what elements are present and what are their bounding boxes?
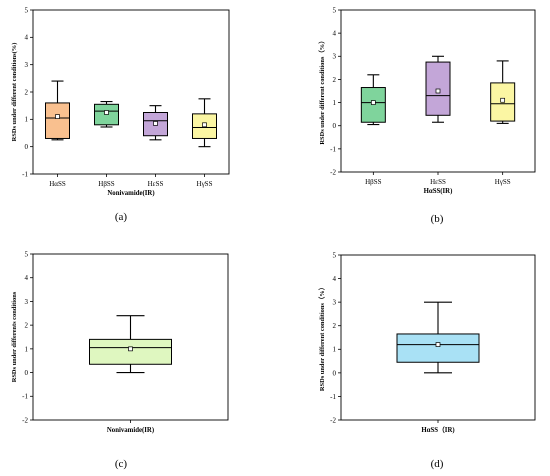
- x-tick-label: HγSS: [495, 178, 511, 186]
- x-tick-label: HεSS: [148, 180, 164, 188]
- x-axis-title: Nonivamide(IR): [107, 190, 154, 197]
- mean-marker: [55, 114, 60, 119]
- y-tick-label: 5: [333, 6, 337, 14]
- y-axis-title: RSDs under different conditions（%）: [318, 284, 326, 391]
- x-tick-label: HεSS: [430, 178, 446, 186]
- mean-marker: [370, 100, 376, 105]
- y-tick-label: 3: [333, 53, 337, 61]
- x-axis-title: Nonivamide(IR): [107, 427, 154, 434]
- y-tick-label: 0: [25, 143, 29, 151]
- y-tick-label: -2: [330, 416, 336, 424]
- y-tick-label: 2: [333, 322, 337, 330]
- y-tick-label: 1: [25, 116, 29, 124]
- mean-marker: [435, 88, 441, 94]
- y-tick-label: 1: [333, 99, 337, 107]
- y-tick-label: 2: [25, 322, 29, 330]
- y-tick-label: 1: [25, 345, 29, 353]
- y-tick-label: 1: [333, 346, 337, 354]
- mean-marker: [500, 97, 506, 103]
- y-tick-label: 4: [333, 30, 337, 38]
- x-tick-label: HβSS: [98, 180, 115, 188]
- y-tick-label: -1: [22, 170, 28, 178]
- y-tick-label: -2: [330, 168, 336, 176]
- y-tick-label: -1: [330, 393, 336, 401]
- y-axis-title: RSDs under differents conditions: [11, 291, 18, 382]
- x-tick-label: HβSS: [365, 178, 382, 186]
- y-tick-label: 0: [333, 369, 337, 377]
- box: [89, 338, 172, 365]
- x-tick-label: HαSS: [49, 180, 66, 188]
- x-tick-label: HγSS: [197, 180, 213, 188]
- panel-label: (a): [115, 211, 128, 223]
- y-tick-label: 0: [25, 369, 29, 377]
- mean-marker: [128, 346, 133, 352]
- y-axis-title: RSDs under different conditions（%）: [318, 37, 326, 144]
- y-tick-label: 5: [333, 251, 337, 259]
- y-tick-label: 5: [25, 6, 29, 14]
- y-tick-label: 4: [25, 34, 29, 42]
- box: [45, 102, 70, 139]
- y-axis-title: RSDs under different conditions(%): [11, 43, 18, 142]
- mean-marker: [153, 121, 158, 126]
- box: [396, 333, 480, 363]
- panel-label: (b): [431, 213, 444, 225]
- y-tick-label: 2: [25, 88, 29, 96]
- y-tick-label: 4: [333, 275, 337, 283]
- mean-marker: [104, 110, 109, 115]
- plot-frame: [32, 9, 230, 175]
- mean-marker: [435, 342, 441, 347]
- y-tick-label: 2: [333, 76, 337, 84]
- y-tick-label: -2: [22, 416, 28, 424]
- y-tick-label: -1: [22, 393, 28, 401]
- x-axis-title: HαSS（IR): [421, 426, 454, 434]
- y-tick-label: 4: [25, 274, 29, 282]
- y-tick-label: -1: [330, 145, 336, 153]
- y-tick-label: 5: [25, 250, 29, 258]
- y-tick-label: 0: [333, 122, 337, 130]
- y-tick-label: 3: [25, 298, 29, 306]
- panel-label: (d): [431, 458, 444, 470]
- y-tick-label: 3: [333, 299, 337, 307]
- y-tick-label: 3: [25, 61, 29, 69]
- x-axis-title: HαSS(IR): [424, 188, 453, 195]
- panel-label: (c): [115, 458, 128, 470]
- mean-marker: [202, 122, 207, 128]
